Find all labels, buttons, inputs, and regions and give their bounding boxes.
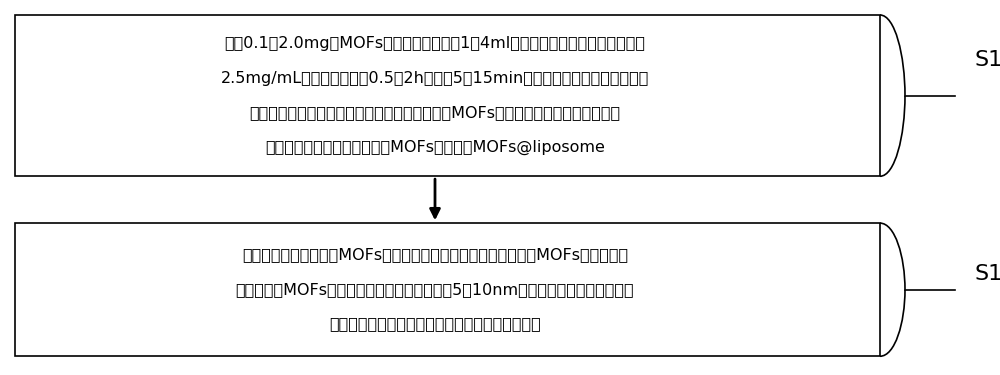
Text: 表面电位与所选用的包覆的脂质体的电位基本相同: 表面电位与所选用的包覆的脂质体的电位基本相同 <box>329 316 541 332</box>
FancyBboxPatch shape <box>15 15 880 176</box>
Text: S101: S101 <box>975 50 1000 70</box>
Text: 2.5mg/mL，在室温下静置0.5～2h，每隔5～15min用移液枪进行吹打混匀几次，: 2.5mg/mL，在室温下静置0.5～2h，每隔5～15min用移液枪进行吹打混… <box>221 71 649 86</box>
Text: 利用脂质体成功包覆在MOFs材料的表面，完成表面功能化修饰后MOFs材料相比于: 利用脂质体成功包覆在MOFs材料的表面，完成表面功能化修饰后MOFs材料相比于 <box>242 248 628 262</box>
Text: 反应结束后用去离子水洗涤三次，洗去未包覆在MOFs材料表面的脂质体，最终得到: 反应结束后用去离子水洗涤三次，洗去未包覆在MOFs材料表面的脂质体，最终得到 <box>249 105 621 120</box>
Text: 称取0.1～2.0mg的MOFs材料，超声分散在1～4ml的相应的脂质体溶液中，浓度为: 称取0.1～2.0mg的MOFs材料，超声分散在1～4ml的相应的脂质体溶液中，… <box>224 36 646 51</box>
FancyBboxPatch shape <box>15 223 880 356</box>
Text: S102: S102 <box>975 264 1000 284</box>
Text: 表面包覆一层脂质双分子层的MOFs材料，即MOFs@liposome: 表面包覆一层脂质双分子层的MOFs材料，即MOFs@liposome <box>265 140 605 155</box>
Text: 未修饰前的MOFs材料由于脂质体膜较薄，约为5～10nm，水动力学尺寸基本不变，: 未修饰前的MOFs材料由于脂质体膜较薄，约为5～10nm，水动力学尺寸基本不变， <box>236 282 634 297</box>
